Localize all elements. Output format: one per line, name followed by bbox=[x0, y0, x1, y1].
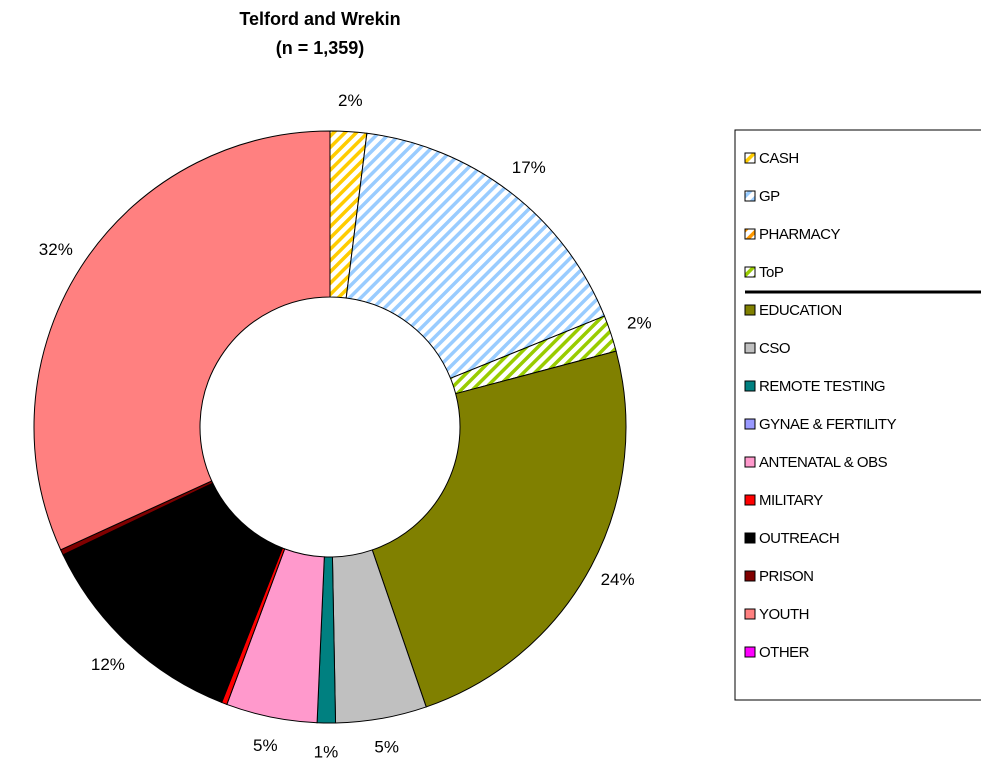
legend-label: PHARMACY bbox=[759, 226, 841, 243]
legend-swatch bbox=[744, 152, 756, 164]
legend-swatch bbox=[744, 494, 756, 506]
legend-label: ToP bbox=[759, 264, 784, 281]
data-label: 1% bbox=[314, 742, 339, 761]
data-label: 5% bbox=[253, 736, 278, 755]
legend-swatch bbox=[744, 380, 756, 392]
legend-swatch bbox=[744, 570, 756, 582]
legend-swatch bbox=[744, 190, 756, 202]
data-label: 5% bbox=[374, 738, 399, 757]
data-label: 2% bbox=[338, 91, 363, 110]
legend-label: CASH bbox=[759, 150, 799, 167]
data-label: 32% bbox=[39, 240, 73, 259]
legend-swatch bbox=[744, 646, 756, 658]
donut-segment bbox=[33, 130, 331, 551]
legend-swatch bbox=[744, 532, 756, 544]
legend-label: ANTENATAL & OBS bbox=[759, 454, 888, 471]
legend-swatch bbox=[744, 608, 756, 620]
legend-swatch bbox=[744, 266, 756, 278]
chart-subtitle: (n = 1,359) bbox=[276, 38, 365, 58]
chart-title: Telford and Wrekin bbox=[239, 9, 400, 29]
legend-swatch bbox=[744, 228, 756, 240]
data-label: 17% bbox=[512, 158, 546, 177]
data-label: 24% bbox=[601, 570, 635, 589]
data-label: 2% bbox=[627, 313, 652, 332]
legend-label: GYNAE & FERTILITY bbox=[759, 416, 897, 433]
legend-swatch bbox=[744, 342, 756, 354]
legend-label: GP bbox=[759, 188, 780, 205]
legend-label: OUTREACH bbox=[759, 530, 839, 547]
legend-label: EDUCATION bbox=[759, 302, 842, 319]
legend-label: REMOTE TESTING bbox=[759, 378, 885, 395]
legend-label: OTHER bbox=[759, 644, 810, 661]
donut-segment bbox=[371, 350, 627, 708]
legend-swatch bbox=[744, 418, 756, 430]
legend-label: PRISON bbox=[759, 568, 814, 585]
legend-box bbox=[734, 129, 981, 701]
legend-swatch bbox=[744, 456, 756, 468]
donut-segment bbox=[62, 482, 284, 704]
legend-swatch bbox=[744, 304, 756, 316]
data-label: 12% bbox=[91, 655, 125, 674]
donut-segment bbox=[345, 132, 606, 379]
legend-label: CSO bbox=[759, 340, 790, 357]
legend-label: MILITARY bbox=[759, 492, 823, 509]
legend-label: YOUTH bbox=[759, 606, 809, 623]
